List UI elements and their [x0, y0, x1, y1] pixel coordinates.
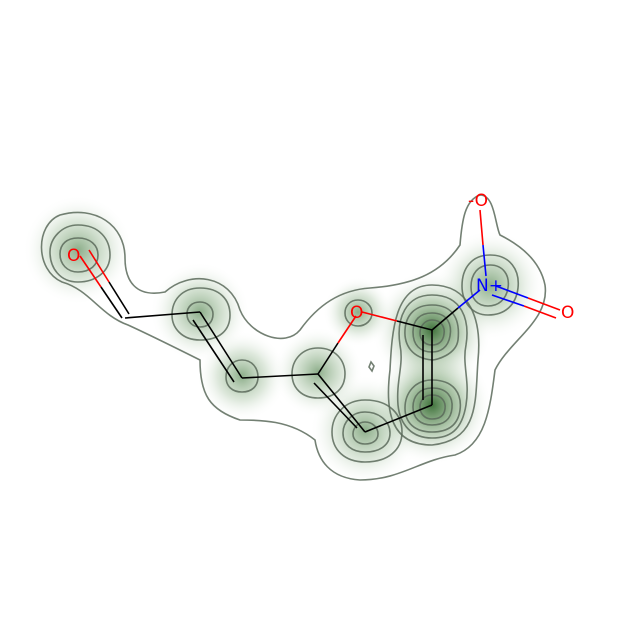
bond-n-o3-red — [479, 209, 484, 246]
bond-n-o4-blue — [495, 285, 529, 299]
bond-c3-c4 — [241, 373, 319, 379]
bond-n-o3-blue — [482, 244, 487, 277]
bond-c7-c8 — [364, 404, 433, 433]
bond-o1-c1-black — [100, 286, 123, 319]
bond-n-o4-blue-b — [491, 294, 525, 307]
bond-c6-n-black — [431, 307, 459, 331]
bond-o5-c6-black — [396, 320, 433, 331]
bond-c8-c4 — [317, 373, 366, 433]
bond-c1-c2 — [124, 311, 201, 319]
bond-o5-c6-red — [361, 311, 398, 322]
bond-o1-c1-black-2 — [108, 281, 130, 315]
bond-c8-c4-b — [313, 382, 358, 429]
bond-c2-c3 — [199, 311, 243, 379]
bond-c2-c3-b — [192, 319, 235, 383]
bonds — [79, 209, 561, 433]
atom-label-n1: N+ — [476, 276, 503, 296]
atom-label-o2: O — [350, 303, 363, 323]
bond-o1-c1-red-2 — [88, 249, 110, 283]
bond-c4-o5-black — [317, 342, 339, 375]
atom-label-o4: O — [561, 303, 574, 323]
atom-labels: O O -O N+ O — [67, 191, 574, 323]
bond-o1-c1-red — [79, 255, 102, 288]
bond-c6-n-blue — [457, 289, 481, 309]
bond-c4-o5-red — [337, 315, 357, 344]
atom-label-o1: O — [67, 246, 80, 266]
atom-label-o3: -O — [468, 191, 488, 211]
bond-n-o4-red — [527, 297, 561, 311]
bond-n-o4-red-b — [523, 305, 557, 319]
